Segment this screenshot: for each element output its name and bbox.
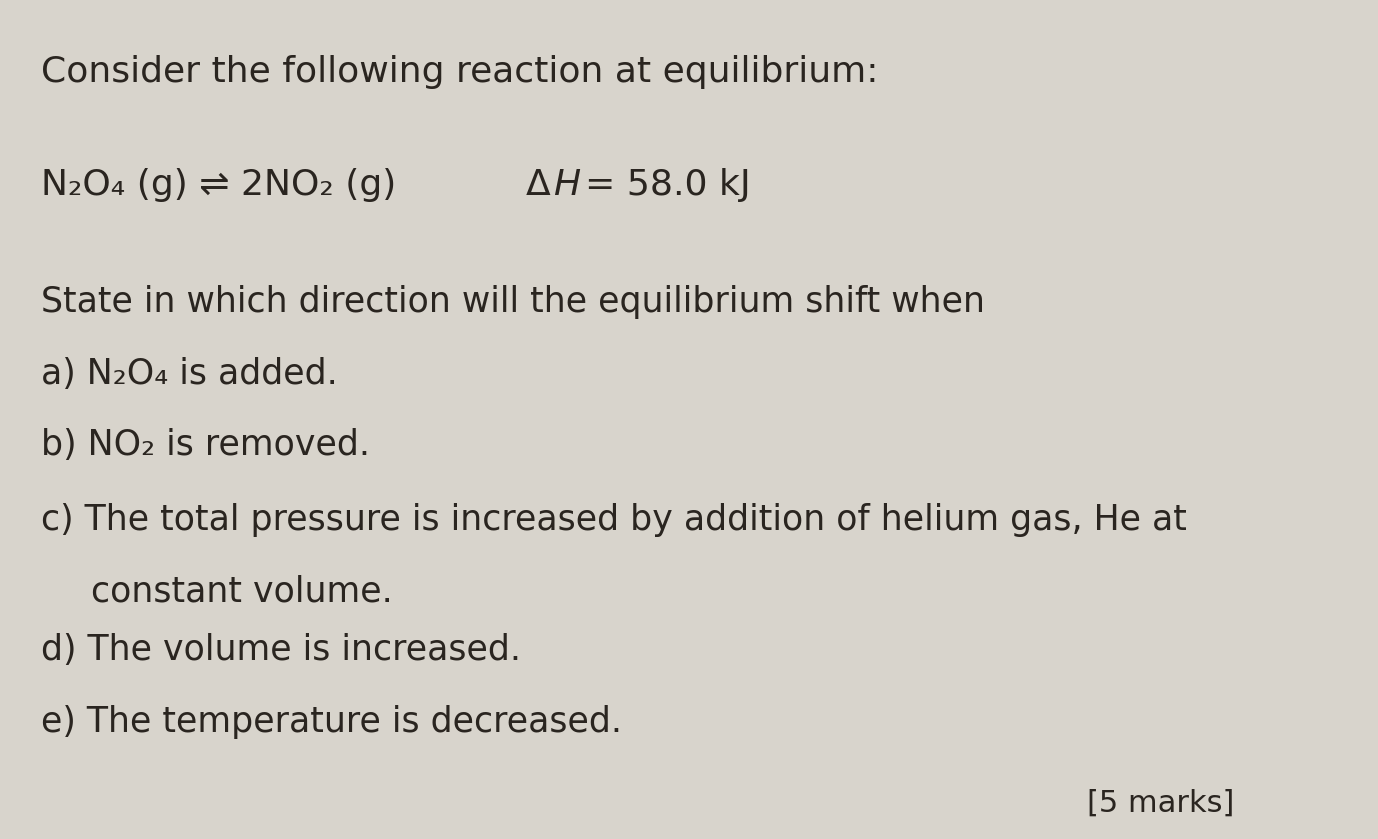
Text: d) The volume is increased.: d) The volume is increased. (40, 633, 521, 668)
Text: State in which direction will the equilibrium shift when: State in which direction will the equili… (40, 285, 984, 320)
Text: H: H (553, 168, 580, 202)
Text: Consider the following reaction at equilibrium:: Consider the following reaction at equil… (40, 55, 878, 89)
Text: [5 marks]: [5 marks] (1087, 789, 1235, 818)
Text: c) The total pressure is increased by addition of helium gas, He at: c) The total pressure is increased by ad… (40, 503, 1186, 538)
Text: Δ: Δ (525, 168, 550, 202)
Text: constant volume.: constant volume. (91, 575, 393, 609)
Text: e) The temperature is decreased.: e) The temperature is decreased. (40, 705, 621, 739)
Text: N₂O₄ (g) ⇌ 2NO₂ (g): N₂O₄ (g) ⇌ 2NO₂ (g) (40, 168, 395, 202)
Text: b) NO₂ is removed.: b) NO₂ is removed. (40, 428, 369, 462)
Text: = 58.0 kJ: = 58.0 kJ (584, 168, 751, 202)
Text: a) N₂O₄ is added.: a) N₂O₄ is added. (40, 357, 338, 391)
